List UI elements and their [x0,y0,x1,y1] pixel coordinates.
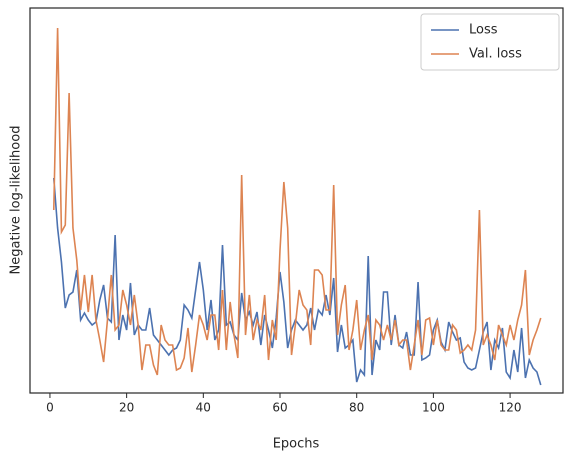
x-axis-label: Epochs [273,437,320,452]
x-tick-label: 0 [46,401,54,415]
x-tick-label: 80 [349,401,364,415]
x-tick-label: 40 [196,401,211,415]
x-tick-label: 100 [422,401,445,415]
x-tick-label: 60 [272,401,287,415]
legend-label: Loss [469,23,498,38]
x-tick-label: 120 [499,401,522,415]
x-tick-label: 20 [119,401,134,415]
y-axis-label: Negative log-likelihood [9,126,24,275]
legend-label: Val. loss [469,47,522,62]
line-series [52,177,542,386]
legend-box [420,13,560,71]
line-series [52,27,542,376]
